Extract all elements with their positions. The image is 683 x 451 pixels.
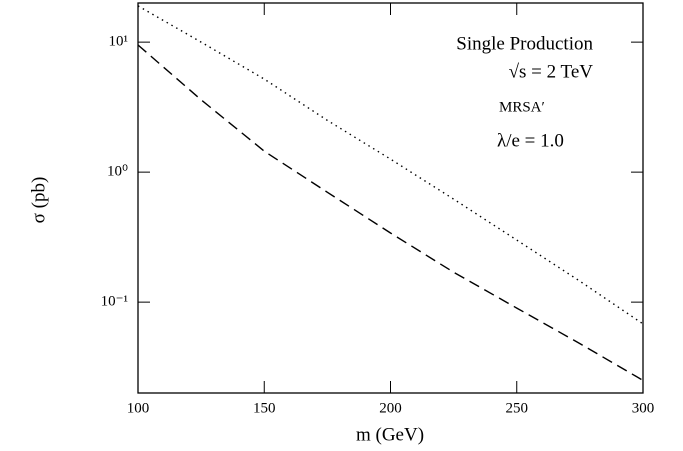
series-line <box>137 44 644 382</box>
x-tick-label: 100 <box>127 400 150 416</box>
series-line <box>137 5 644 325</box>
annotation: λ/e = 1.0 <box>497 130 564 151</box>
y-tick-label: 10⁰ <box>107 164 128 180</box>
annotation: Single Production <box>456 33 593 54</box>
x-tick-label: 300 <box>632 400 655 416</box>
x-tick-label: 200 <box>379 400 402 416</box>
x-axis-label: m (GeV) <box>356 424 424 445</box>
y-axis-label: σ (pb) <box>28 177 49 224</box>
x-tick-label: 150 <box>253 400 276 416</box>
y-tick-label: 10⁻¹ <box>101 294 128 310</box>
x-tick-label: 250 <box>506 400 529 416</box>
y-tick-label: 10¹ <box>109 34 129 50</box>
annotation: MRSA′ <box>499 99 545 115</box>
annotation: √s = 2 TeV <box>509 61 594 82</box>
